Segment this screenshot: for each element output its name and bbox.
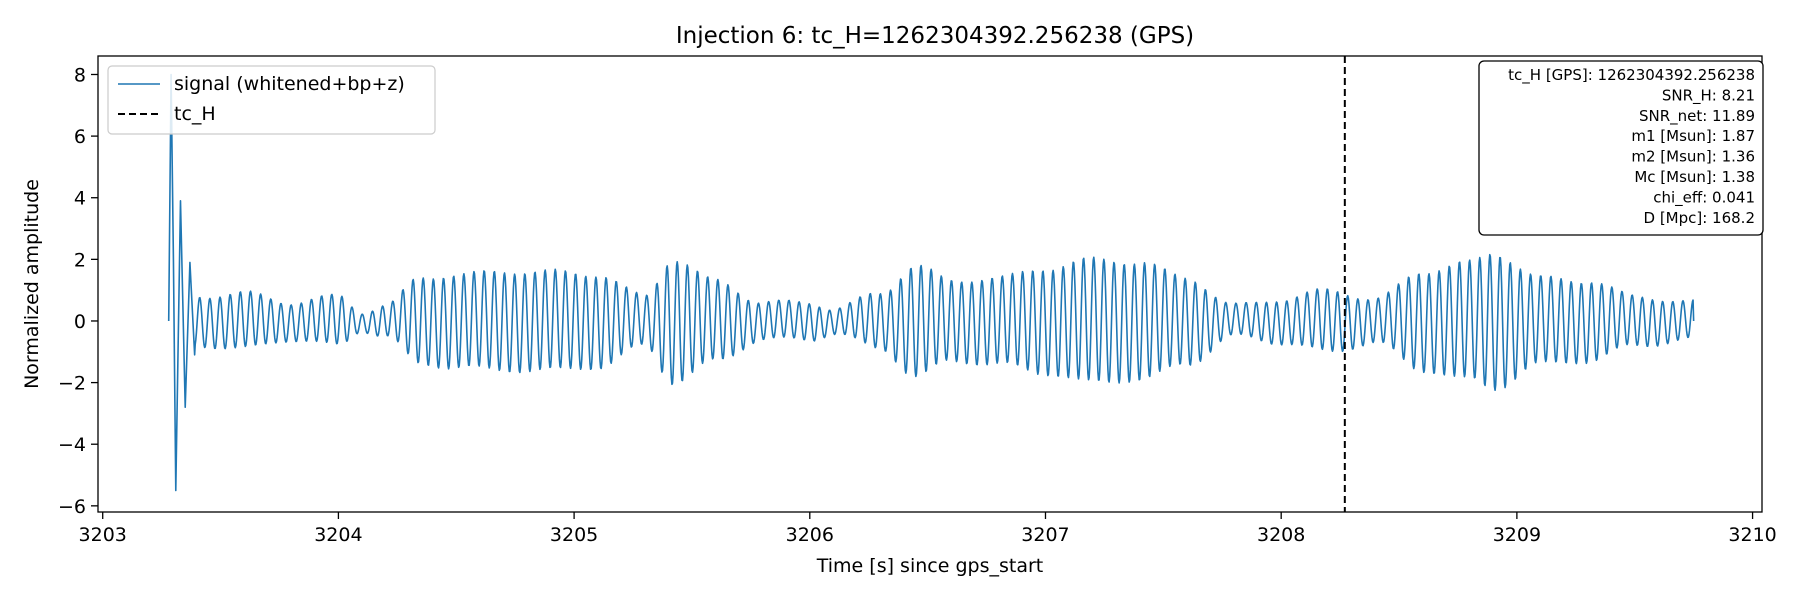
info-box-frame xyxy=(1478,60,1764,236)
y-tick-label: −6 xyxy=(58,496,86,518)
x-tick-label: 3207 xyxy=(1021,524,1069,546)
plot-area xyxy=(97,55,1763,513)
y-tick-label: −4 xyxy=(58,434,86,456)
info-box-line: D [Mpc]: 168.2 xyxy=(1644,209,1756,227)
x-axis-label: Time [s] since gps_start xyxy=(816,555,1043,577)
legend: signal (whitened+bp+z) tc_H xyxy=(107,65,436,135)
y-tick-label: 0 xyxy=(74,311,86,333)
x-axis: 3203 3204 3205 3206 3207 3208 3209 3210 xyxy=(79,512,1777,546)
y-axis-label: Normalized amplitude xyxy=(21,179,43,389)
info-box-line: m1 [Msun]: 1.87 xyxy=(1631,127,1755,145)
legend-tc-label: tc_H xyxy=(174,103,216,125)
signal-series-line xyxy=(167,73,1695,492)
y-tick-label: −2 xyxy=(58,373,86,395)
info-box-line: m2 [Msun]: 1.36 xyxy=(1631,148,1755,166)
legend-frame xyxy=(107,65,436,135)
info-box-line: Mc [Msun]: 1.38 xyxy=(1634,168,1755,186)
y-tick-label: 6 xyxy=(74,126,86,148)
info-box-line: chi_eff: 0.041 xyxy=(1653,188,1755,207)
info-box-line: tc_H [GPS]: 1262304392.256238 xyxy=(1508,66,1755,85)
y-tick-label: 4 xyxy=(74,188,86,210)
x-tick-label: 3204 xyxy=(314,524,362,546)
x-tick-label: 3206 xyxy=(786,524,834,546)
y-axis: −6 −4 −2 0 2 4 6 8 xyxy=(58,64,98,518)
y-tick-label: 8 xyxy=(74,64,86,86)
x-tick-label: 3210 xyxy=(1728,524,1776,546)
legend-signal-label: signal (whitened+bp+z) xyxy=(174,73,405,95)
plot-frame xyxy=(97,55,1763,513)
info-box-line: SNR_H: 8.21 xyxy=(1662,86,1755,105)
x-tick-label: 3205 xyxy=(550,524,598,546)
chart-title: Injection 6: tc_H=1262304392.256238 (GPS… xyxy=(676,23,1194,49)
y-tick-label: 2 xyxy=(74,249,86,271)
info-box-line: SNR_net: 11.89 xyxy=(1639,107,1755,126)
x-tick-label: 3209 xyxy=(1493,524,1541,546)
x-tick-label: 3203 xyxy=(79,524,127,546)
x-tick-label: 3208 xyxy=(1257,524,1305,546)
